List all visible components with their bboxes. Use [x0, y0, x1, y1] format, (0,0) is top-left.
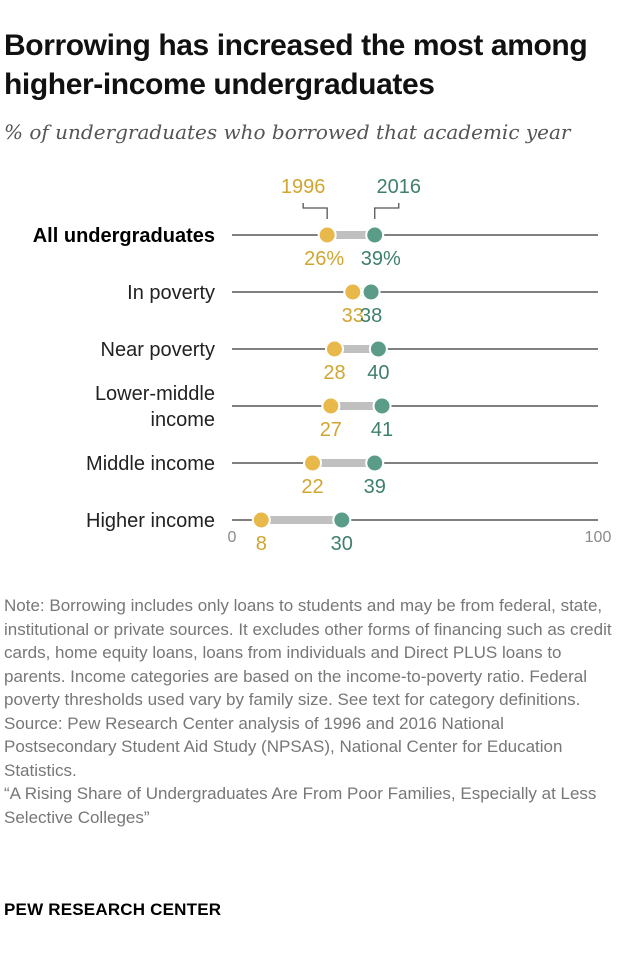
category-label: Higher income: [86, 510, 215, 532]
dot-1996: [321, 396, 341, 416]
value-label-2016: 41: [371, 419, 393, 441]
value-label-2016: 39%: [361, 248, 401, 270]
legend-2016: 2016: [376, 176, 421, 198]
value-label-1996: 28: [323, 362, 345, 384]
axis-tick-label: 100: [585, 529, 612, 546]
category-label: Lower-middle: [95, 383, 215, 405]
category-label: All undergraduates: [33, 225, 215, 247]
dot-2016: [365, 225, 385, 245]
category-label: Near poverty: [101, 339, 216, 361]
notes: Note: Borrowing includes only loans to s…: [4, 594, 619, 829]
axis-tick-label: 0: [228, 529, 237, 546]
source-text: Source: Pew Research Center analysis of …: [4, 713, 563, 780]
value-label-1996: 22: [301, 476, 323, 498]
value-label-1996: 26%: [304, 248, 344, 270]
dot-1996: [303, 453, 323, 473]
value-label-2016: 39: [364, 476, 386, 498]
dot-2016: [332, 510, 352, 530]
dot-2016: [368, 339, 388, 359]
value-label-1996: 33: [342, 305, 364, 327]
brand-logo-text: PEW RESEARCH CENTER: [4, 900, 222, 919]
dot-2016: [365, 453, 385, 473]
legend-bracket-1996: [302, 203, 328, 219]
value-label-1996: 8: [256, 533, 267, 555]
value-label-2016: 40: [367, 362, 389, 384]
legend-1996: 1996: [281, 176, 326, 198]
note-text: Note: Borrowing includes only loans to s…: [4, 596, 612, 709]
category-label: income: [151, 409, 215, 431]
dot-1996: [343, 282, 363, 302]
report-title-text: “A Rising Share of Undergraduates Are Fr…: [4, 784, 597, 827]
category-label: Middle income: [86, 453, 215, 475]
chart-title: Borrowing has increased the most among h…: [4, 29, 588, 101]
dot-1996: [251, 510, 271, 530]
chart-subtitle: % of undergraduates who borrowed that ac…: [4, 120, 571, 144]
category-label: In poverty: [127, 282, 215, 304]
dot-1996: [324, 339, 344, 359]
value-label-1996: 27: [320, 419, 342, 441]
legend-bracket-2016: [374, 203, 400, 219]
value-label-2016: 30: [331, 533, 353, 555]
dot-2016: [372, 396, 392, 416]
value-label-2016: 38: [360, 305, 382, 327]
dot-2016: [361, 282, 381, 302]
dot-1996: [317, 225, 337, 245]
